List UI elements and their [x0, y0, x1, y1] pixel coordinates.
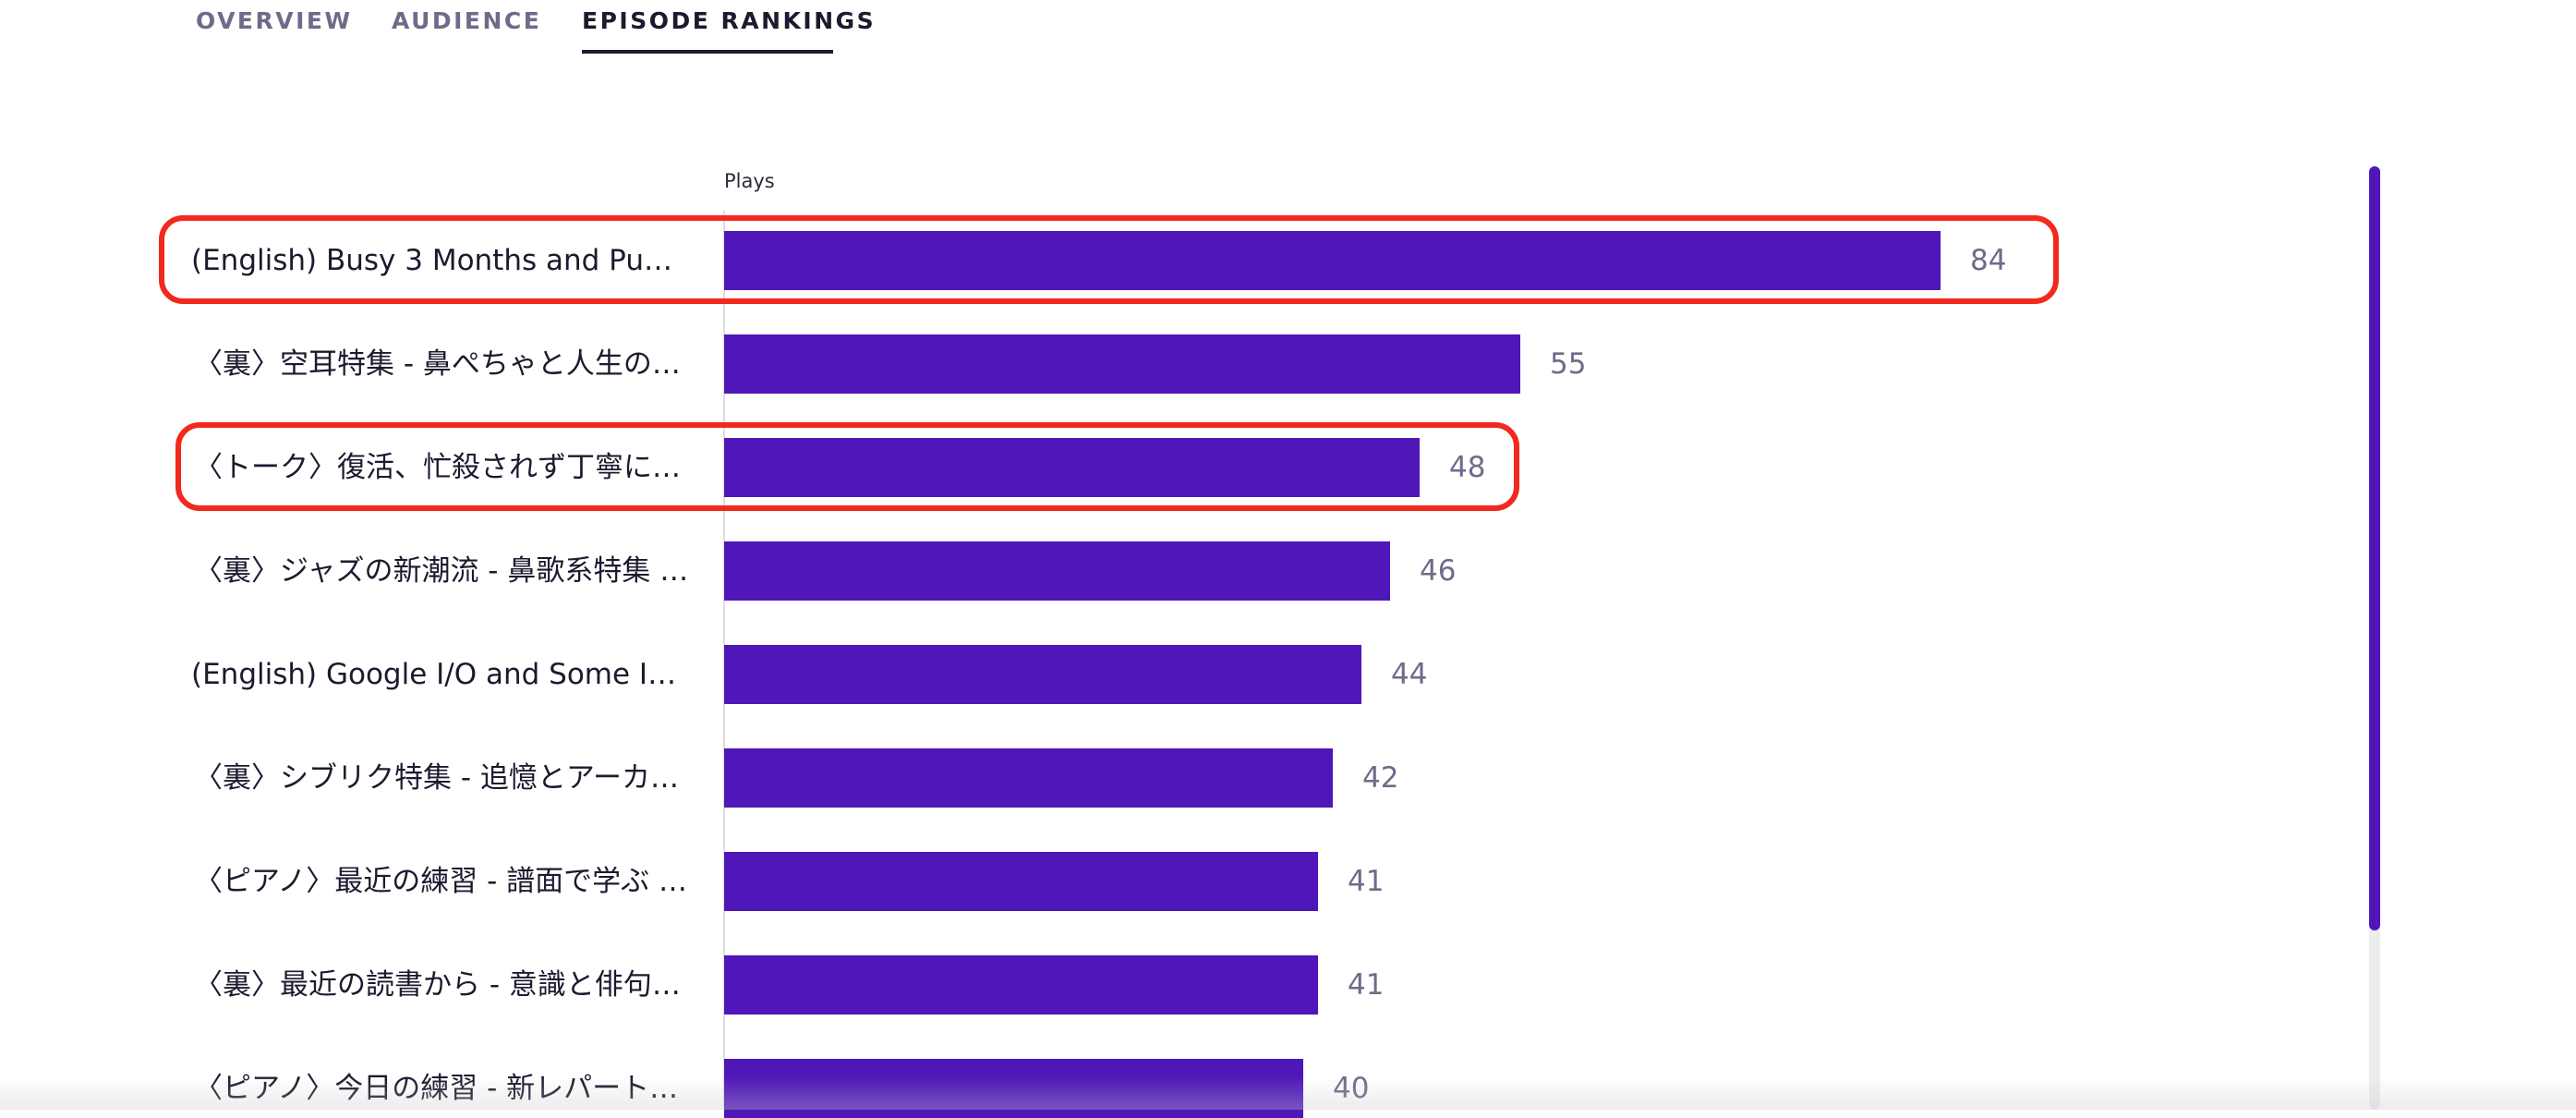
chart-axis-title: Plays: [724, 170, 775, 192]
episode-bar[interactable]: [724, 1059, 1303, 1118]
episode-plays-value: 84: [1970, 244, 2007, 277]
episode-label[interactable]: 〈裏〉空耳特集 - 鼻ぺちゃと人生の…: [194, 347, 681, 381]
episode-label[interactable]: 〈裏〉最近の読書から - 意識と俳句…: [194, 968, 681, 1002]
episode-bar[interactable]: [724, 955, 1318, 1015]
tab-episode-rankings[interactable]: EPISODE RANKINGS: [582, 7, 877, 34]
episode-plays-value: 41: [1348, 865, 1385, 898]
episode-plays-value: 42: [1362, 761, 1399, 795]
episode-plays-value: 55: [1550, 347, 1587, 381]
episode-label[interactable]: (English) Google I/O and Some Ide…: [191, 658, 690, 691]
episode-plays-value: 48: [1449, 451, 1486, 484]
tab-overview[interactable]: OVERVIEW: [196, 7, 353, 34]
episode-label[interactable]: 〈ピアノ〉最近の練習 - 譜面で学ぶ …: [194, 865, 687, 898]
episode-label[interactable]: 〈ピアノ〉今日の練習 - 新レパート…: [194, 1072, 679, 1105]
episode-label[interactable]: (English) Busy 3 Months and Publis…: [191, 244, 690, 277]
episode-bar[interactable]: [724, 645, 1361, 704]
episode-plays-value: 40: [1333, 1072, 1370, 1105]
episode-label[interactable]: 〈裏〉ジャズの新潮流 - 鼻歌系特集 …: [194, 554, 689, 588]
scrollbar-thumb[interactable]: [2369, 166, 2380, 930]
episode-bar[interactable]: [724, 852, 1318, 911]
episode-bar[interactable]: [724, 334, 1520, 394]
episode-bar[interactable]: [724, 438, 1420, 497]
episode-plays-value: 41: [1348, 968, 1385, 1002]
tab-bar: OVERVIEW AUDIENCE EPISODE RANKINGS: [0, 0, 2576, 65]
active-tab-indicator: [582, 50, 833, 54]
episode-bar[interactable]: [724, 541, 1390, 601]
episode-label[interactable]: 〈裏〉シブリク特集 - 追憶とアーカ…: [194, 761, 680, 795]
episode-plays-value: 46: [1420, 554, 1457, 588]
episode-bar[interactable]: [724, 748, 1333, 808]
episode-plays-value: 44: [1391, 658, 1428, 691]
tab-audience[interactable]: AUDIENCE: [392, 7, 542, 34]
episode-label[interactable]: 〈トーク〉復活、忙殺されず丁寧に…: [194, 451, 681, 484]
episode-bar[interactable]: [724, 231, 1941, 290]
